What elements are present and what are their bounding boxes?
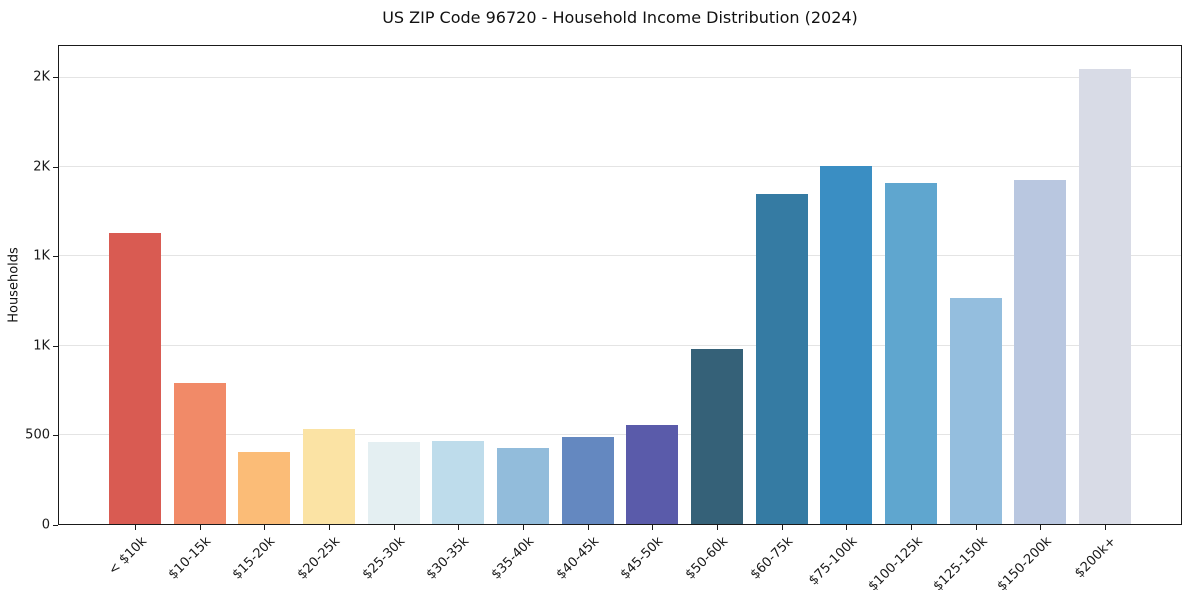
x-tick-mark — [135, 525, 136, 530]
x-tick-mark — [1040, 525, 1041, 530]
bar — [238, 451, 291, 524]
x-tick-mark — [458, 525, 459, 530]
x-tick-label: $75-100k — [806, 534, 861, 589]
x-tick-mark — [394, 525, 395, 530]
bar — [820, 166, 873, 524]
bar — [1014, 179, 1067, 524]
bar — [626, 425, 679, 524]
x-tick-mark — [846, 525, 847, 530]
x-tick-label: $60-75k — [748, 534, 797, 583]
x-tick-label: $50-60k — [683, 534, 732, 583]
gridline — [59, 433, 1181, 435]
y-tick-label: 2K — [33, 159, 50, 175]
gridline — [59, 166, 1181, 168]
y-tick-mark — [53, 525, 58, 526]
x-tick-mark — [782, 525, 783, 530]
x-tick-mark — [652, 525, 653, 530]
gridline — [59, 344, 1181, 346]
bar — [949, 298, 1002, 524]
y-tick-label: 2K — [33, 69, 50, 85]
chart-title: US ZIP Code 96720 - Household Income Dis… — [382, 8, 858, 27]
x-tick-mark — [717, 525, 718, 530]
x-tick-label: $40-45k — [554, 534, 603, 583]
x-tick-label: $100-125k — [865, 534, 926, 590]
x-tick-mark — [329, 525, 330, 530]
x-tick-mark — [1105, 525, 1106, 530]
x-tick-mark — [588, 525, 589, 530]
plot-area — [58, 45, 1182, 525]
y-tick-mark — [53, 435, 58, 436]
y-tick-mark — [53, 77, 58, 78]
x-tick-label: $125-150k — [930, 534, 991, 590]
bar — [755, 194, 808, 524]
x-tick-mark — [976, 525, 977, 530]
y-tick-mark — [53, 167, 58, 168]
x-tick-label: $25-30k — [360, 534, 409, 583]
y-tick-label: 0 — [41, 517, 50, 533]
y-tick-label: 500 — [25, 427, 50, 443]
x-tick-label: $10-15k — [166, 534, 215, 583]
x-tick-mark — [523, 525, 524, 530]
bar — [432, 441, 485, 524]
y-tick-mark — [53, 256, 58, 257]
x-tick-mark — [911, 525, 912, 530]
bar — [561, 436, 614, 524]
x-tick-label: $35-40k — [489, 534, 538, 583]
x-tick-label: $30-35k — [424, 534, 473, 583]
bar-series — [59, 46, 1181, 524]
bar — [1078, 69, 1131, 524]
bar — [884, 183, 937, 524]
x-tick-label: $15-20k — [230, 534, 279, 583]
bar — [302, 429, 355, 524]
bar — [173, 383, 226, 524]
x-tick-label: $200k+ — [1072, 534, 1120, 582]
bar — [496, 448, 549, 524]
gridline — [59, 77, 1181, 79]
y-tick-label: 1K — [33, 338, 50, 354]
x-tick-mark — [264, 525, 265, 530]
bar — [367, 441, 420, 524]
gridline — [59, 255, 1181, 257]
y-tick-mark — [53, 346, 58, 347]
bar — [690, 349, 743, 524]
x-tick-label: < $10k — [105, 534, 150, 579]
x-tick-label: $20-25k — [295, 534, 344, 583]
bar — [109, 233, 161, 524]
x-tick-label: $45-50k — [618, 534, 667, 583]
x-tick-mark — [200, 525, 201, 530]
x-tick-label: $150-200k — [994, 534, 1055, 590]
y-tick-label: 1K — [33, 248, 50, 264]
